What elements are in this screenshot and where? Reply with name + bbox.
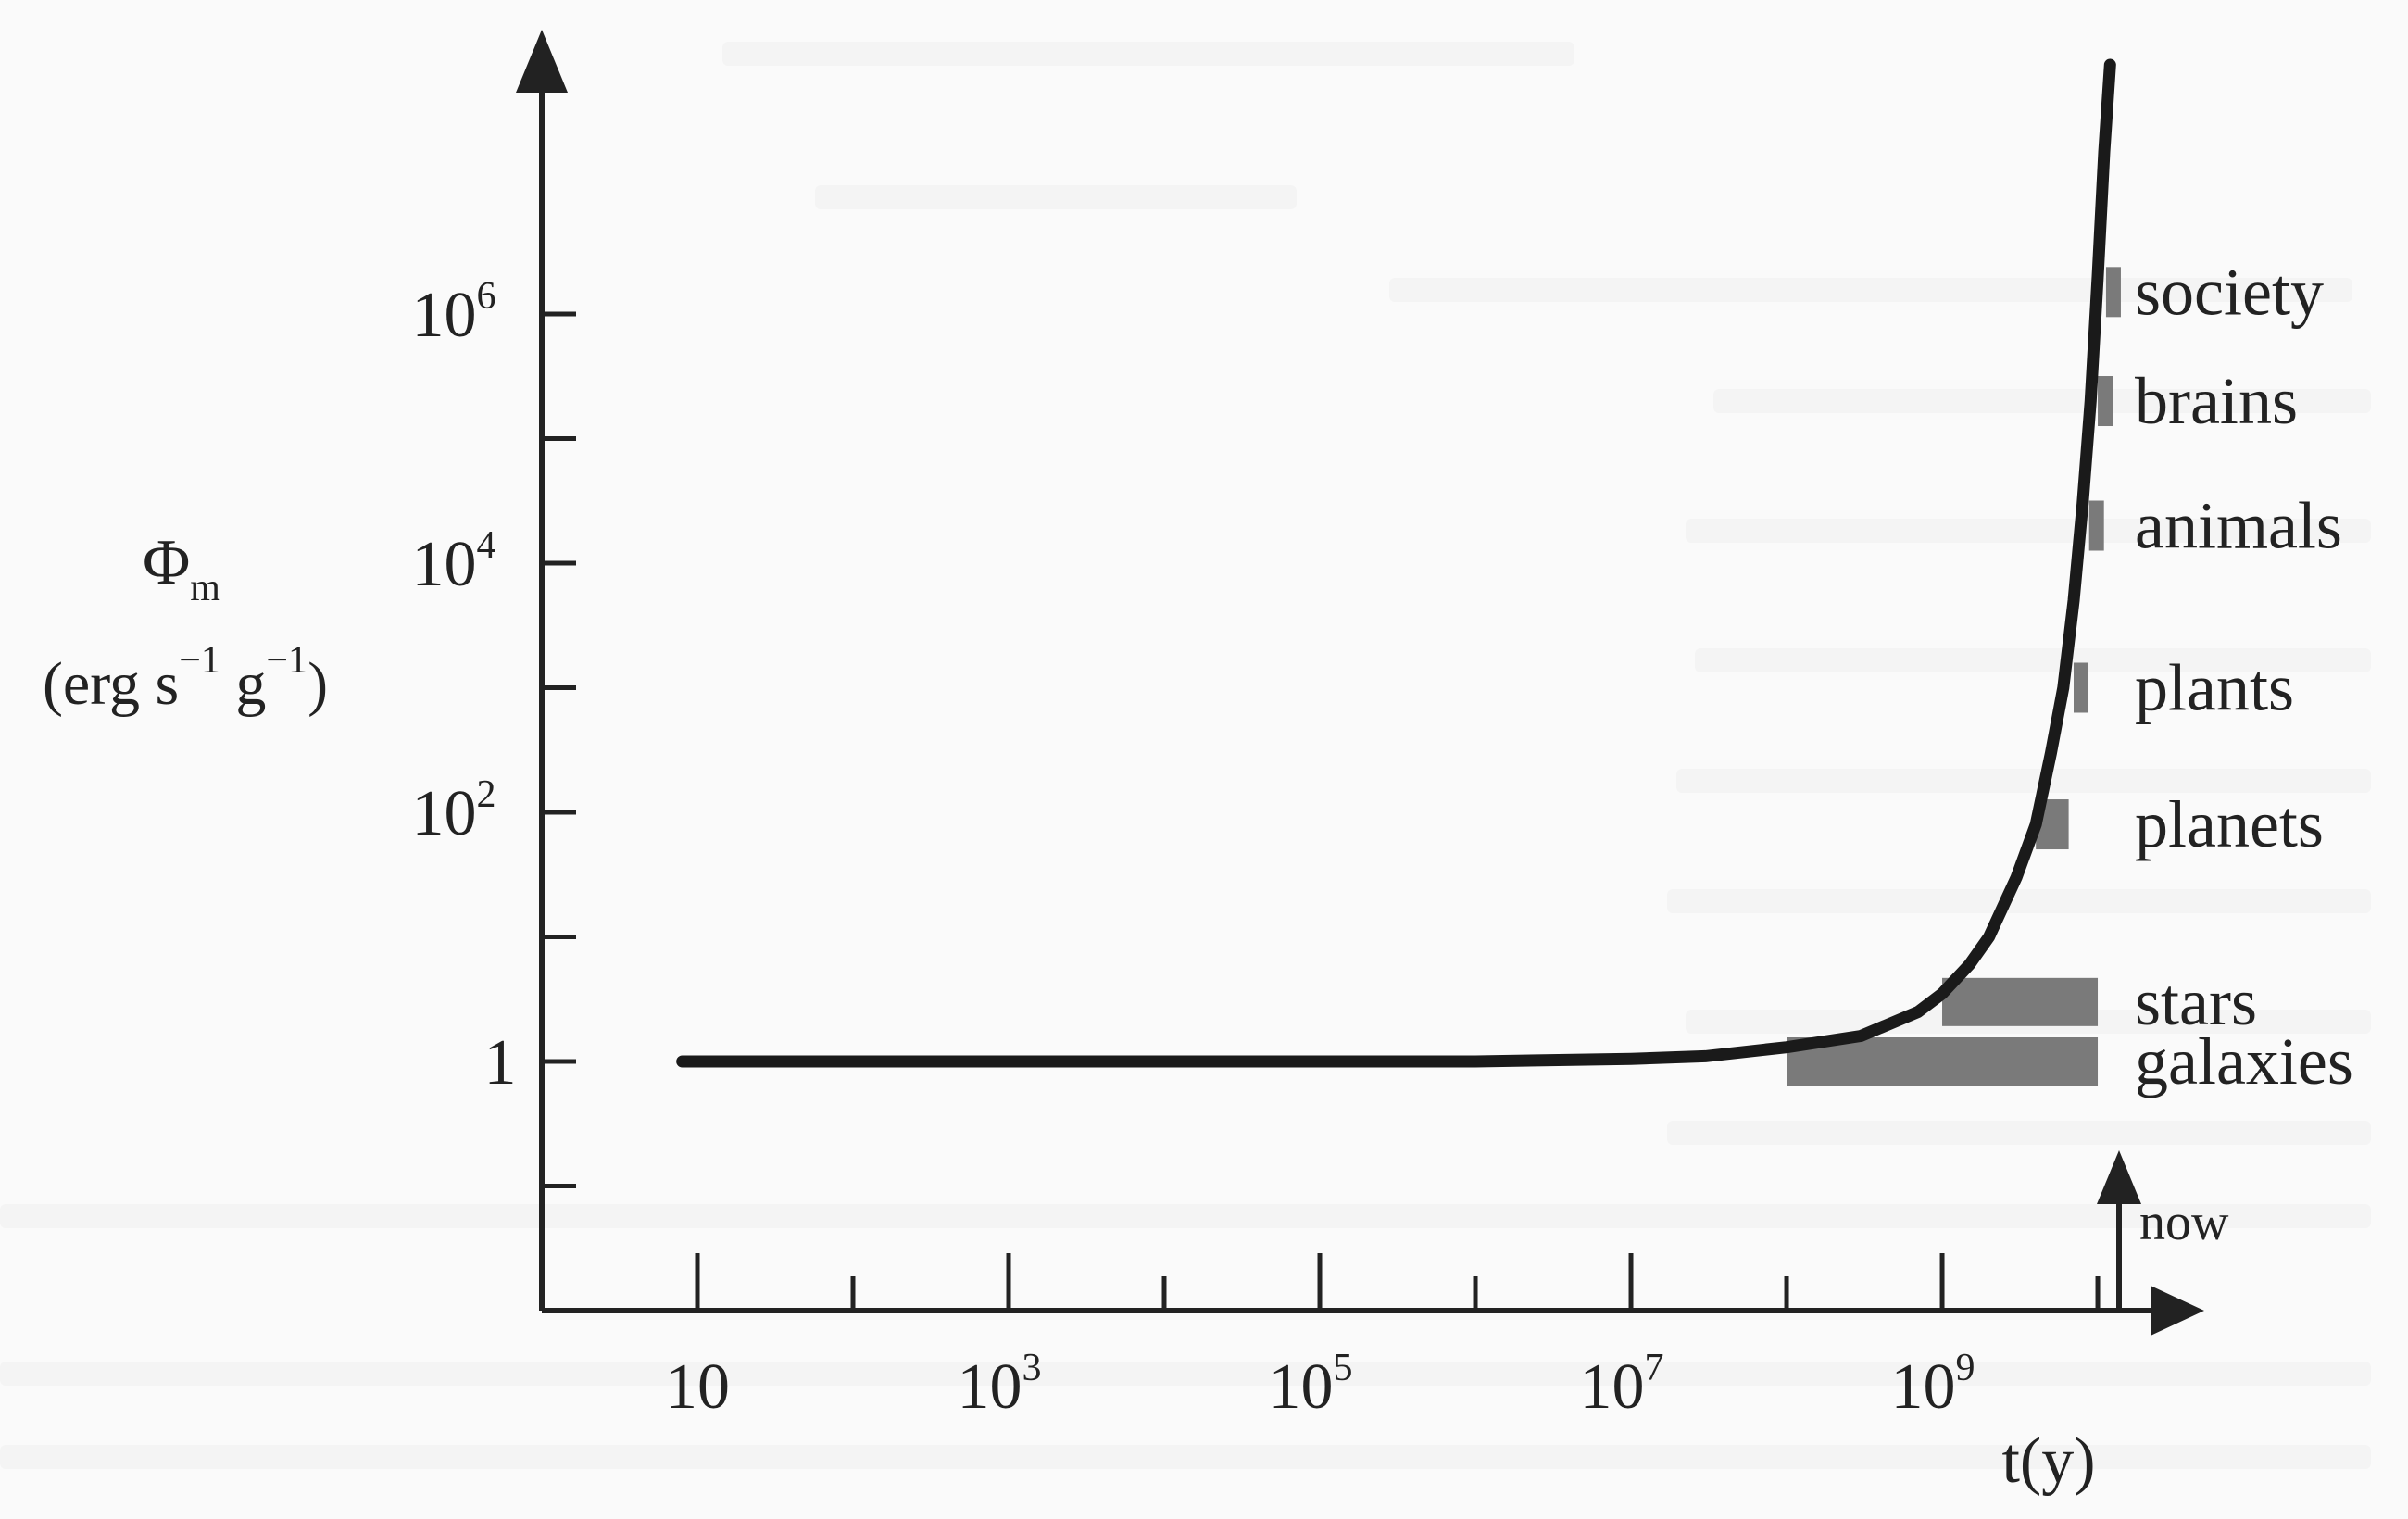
y-axis-title: Φm (143, 527, 220, 609)
now-label: now (2139, 1194, 2229, 1251)
y-tick-exponent: 2 (477, 773, 496, 816)
event-label-galaxies: galaxies (2135, 1024, 2353, 1098)
y-unit-part: (erg s (43, 650, 179, 718)
y-axis-arrowhead (516, 30, 568, 93)
event-bar-plants (2074, 662, 2089, 713)
y-axis-subscript: m (190, 567, 220, 609)
event-label-brains: brains (2135, 364, 2298, 438)
y-unit-part: g (220, 650, 267, 718)
y-tick-label: 104 (412, 524, 496, 600)
event-label-society: society (2135, 255, 2324, 329)
series-group (676, 58, 2116, 1068)
y-axis-unit: (erg s−1 g−1) (43, 639, 328, 718)
event-label-planets: planets (2135, 787, 2324, 861)
x-tick-exponent: 3 (1022, 1347, 1042, 1389)
x-tick-label: 10 (665, 1351, 730, 1423)
x-tick-exponent: 5 (1334, 1347, 1353, 1389)
x-tick-label: 103 (958, 1347, 1042, 1423)
y-axis-symbol: Φ (143, 527, 190, 598)
y-tick-label: 1 (484, 1027, 517, 1098)
phi-m-curve (676, 58, 2116, 1068)
y-unit-part: −1 (179, 639, 220, 682)
event-label-animals: animals (2135, 489, 2342, 563)
event-bar-brains (2098, 376, 2113, 427)
x-tick-exponent: 7 (1645, 1347, 1664, 1389)
y-unit-part: −1 (266, 639, 307, 682)
x-tick-exponent: 9 (1956, 1347, 1975, 1389)
now-arrowhead (2097, 1150, 2141, 1204)
y-tick-exponent: 4 (477, 524, 496, 567)
event-label-stars: stars (2135, 965, 2257, 1039)
event-bar-stars (1942, 977, 2099, 1026)
y-tick-exponent: 6 (477, 275, 496, 318)
axes-group (516, 30, 2204, 1336)
y-tick-label: 106 (412, 275, 496, 351)
x-tick-label: 109 (1891, 1347, 1975, 1423)
y-unit-part: ) (307, 650, 328, 718)
event-label-plants: plants (2135, 651, 2294, 725)
x-axis-title: t(y) (2001, 1425, 2095, 1497)
x-tick-label: 107 (1580, 1347, 1664, 1423)
event-bar-animals (2088, 500, 2104, 551)
ticks-group (542, 311, 2101, 1311)
y-tick-label: 102 (412, 773, 496, 849)
x-axis-arrowhead (2151, 1286, 2204, 1336)
event-bar-society (2105, 267, 2121, 318)
x-tick-label: 105 (1269, 1347, 1353, 1423)
